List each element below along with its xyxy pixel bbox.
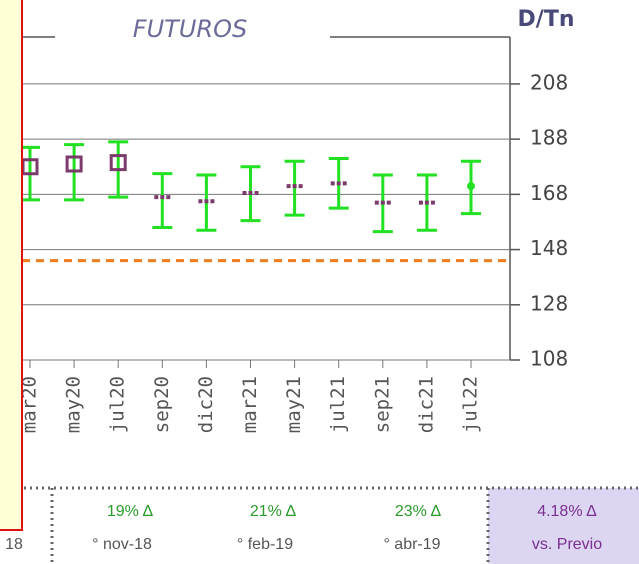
y-tick-label: 188 xyxy=(530,126,568,150)
y-tick-label: 148 xyxy=(530,236,568,260)
cell-top: 21% Δ xyxy=(250,503,297,520)
x-tick-label: mar20 xyxy=(19,376,41,433)
x-tick-label: sep21 xyxy=(371,376,393,433)
cell-top: 23% Δ xyxy=(395,503,442,520)
x-tick-label: mar21 xyxy=(239,376,261,433)
y-axis-label: D/Tn xyxy=(518,7,575,32)
x-tick-label: may20 xyxy=(63,376,85,433)
summary-top: 4.18% Δ xyxy=(537,503,597,520)
marker xyxy=(109,154,127,172)
y-tick-label: 108 xyxy=(530,347,568,371)
marker xyxy=(467,182,475,191)
side-panel xyxy=(0,0,23,531)
y-tick-label: 168 xyxy=(530,181,568,205)
marker xyxy=(65,155,83,173)
x-tick-label: jul22 xyxy=(460,376,482,433)
x-tick-label: dic21 xyxy=(415,376,437,433)
x-tick-label: may21 xyxy=(283,376,305,433)
y-tick-label: 208 xyxy=(530,70,568,94)
cell-top: 19% Δ xyxy=(107,503,154,520)
cell-bottom: 18 xyxy=(5,536,23,553)
summary-panel xyxy=(488,488,639,564)
chart-title: FUTUROS xyxy=(133,15,247,43)
x-tick-label: jul20 xyxy=(107,376,129,433)
x-tick-label: sep20 xyxy=(151,376,173,433)
cell-bottom: ° feb-19 xyxy=(237,536,293,553)
summary-bottom: vs. Previo xyxy=(532,536,602,553)
cell-bottom: ° abr-19 xyxy=(383,536,440,553)
y-tick-label: 128 xyxy=(530,291,568,315)
cell-bottom: ° nov-18 xyxy=(92,536,152,553)
x-tick-label: dic20 xyxy=(195,376,217,433)
x-tick-label: jul21 xyxy=(327,376,349,433)
